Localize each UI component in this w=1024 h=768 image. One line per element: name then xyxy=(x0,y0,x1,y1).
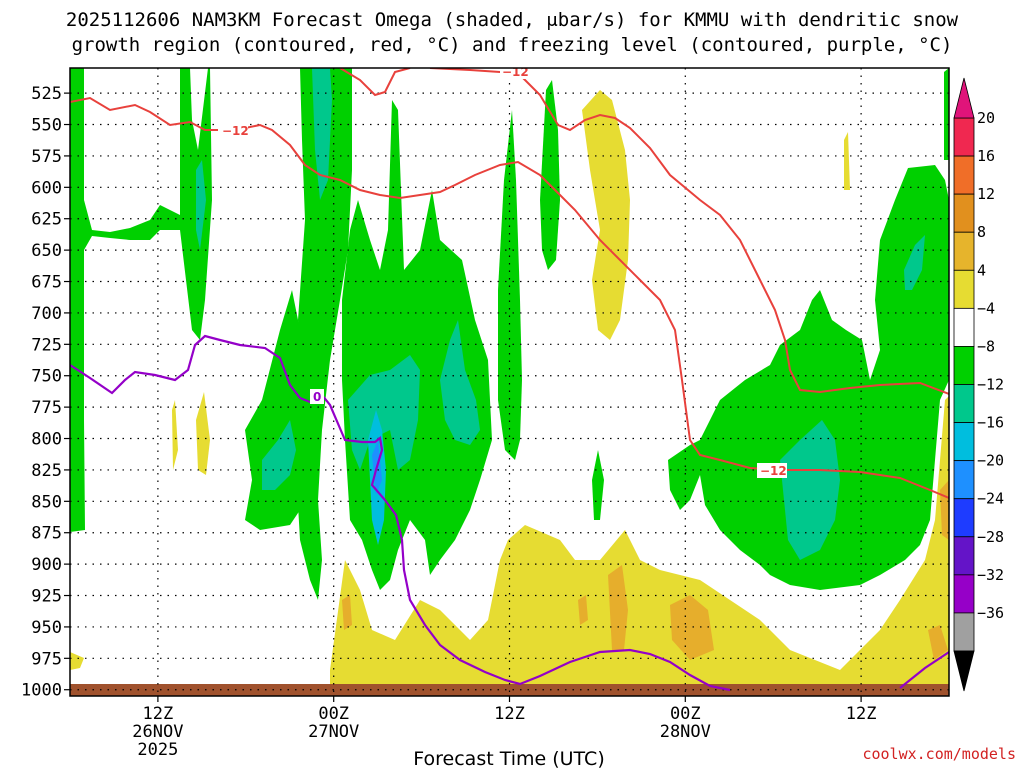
y-tick-label: 675 xyxy=(31,273,62,293)
chart-title-line1: 2025112606 NAM3KM Forecast Omega (shaded… xyxy=(66,9,959,31)
y-tick-label: 700 xyxy=(31,304,62,324)
colorbar-label: −32 xyxy=(977,566,1004,584)
contour-labels: −12 −12 −12 0 xyxy=(218,65,787,478)
x-tick-label3: 2025 xyxy=(137,740,178,760)
colorbar-bin xyxy=(953,574,975,614)
snow-contour-label-b: −12 xyxy=(502,65,529,79)
colorbar-bin xyxy=(953,536,975,576)
y-tick-label: 925 xyxy=(31,587,62,607)
x-tick-label1: 12Z xyxy=(143,704,174,724)
y-tick-label: 975 xyxy=(31,649,62,669)
y-tick-label: 575 xyxy=(31,147,62,167)
colorbar-bin xyxy=(953,155,975,195)
y-tick-label: 900 xyxy=(31,555,62,575)
omega-gold-regions xyxy=(342,480,949,660)
colorbar-label: −8 xyxy=(977,337,995,355)
colorbar-bin xyxy=(953,498,975,538)
y-tick-label: 800 xyxy=(31,430,62,450)
colorbar-top-arrow xyxy=(953,77,975,119)
x-tick-label1: 00Z xyxy=(318,704,349,724)
x-tick-label2: 27NOV xyxy=(308,722,359,742)
colorbar-bin xyxy=(953,193,975,233)
snow-contour-label-a: −12 xyxy=(222,124,249,138)
colorbar-bin xyxy=(953,384,975,423)
x-tick-label2: 28NOV xyxy=(660,722,711,742)
y-tick-label: 650 xyxy=(31,241,62,261)
y-tick-label: 525 xyxy=(31,84,62,104)
y-tick-label: 1000 xyxy=(21,681,62,701)
y-tick-label: 600 xyxy=(31,178,62,198)
y-tick-label: 750 xyxy=(31,367,62,387)
freezing-level-contour xyxy=(70,334,949,692)
freezing-contour-label: 0 xyxy=(313,390,321,404)
snow-growth-contours xyxy=(70,68,949,499)
y-tick-label: 850 xyxy=(31,492,62,512)
colorbar-label: −20 xyxy=(977,452,1004,470)
y-tick-label: 825 xyxy=(31,461,62,481)
x-tick-label1: 00Z xyxy=(670,704,701,724)
colorbar-bin xyxy=(953,612,975,652)
x-tick-label1: 12Z xyxy=(846,704,877,724)
y-tick-label: 875 xyxy=(31,524,62,544)
colorbar-bin xyxy=(953,422,975,462)
colorbar-label: 4 xyxy=(977,261,986,279)
credit-text: coolwx.com/models xyxy=(862,745,1016,763)
y-tick-label: 950 xyxy=(31,618,62,638)
snow-contour-label-c: −12 xyxy=(760,464,787,478)
colorbar-bin xyxy=(953,346,975,385)
colorbar-label: 8 xyxy=(977,223,986,241)
colorbar-label: 16 xyxy=(977,147,995,165)
colorbar-label: −4 xyxy=(977,299,995,317)
colorbar-label: −36 xyxy=(977,604,1004,622)
colorbar-bin xyxy=(953,307,975,347)
colorbar-label: −24 xyxy=(977,490,1004,508)
x-tick-label2: 26NOV xyxy=(132,722,183,742)
colorbar-bin xyxy=(953,269,975,309)
colorbar-label: 12 xyxy=(977,185,995,203)
y-tick-label: 625 xyxy=(31,210,62,230)
y-axis: 525 550 575 600 625 650 675 700 725 750 775 800 825 8… xyxy=(21,84,70,701)
y-tick-label: 775 xyxy=(31,398,62,418)
colorbar-label: −16 xyxy=(977,414,1004,432)
ground-strip xyxy=(70,684,949,696)
y-tick-label: 725 xyxy=(31,335,62,355)
x-axis-label: Forecast Time (UTC) xyxy=(413,748,604,768)
x-tick-label1: 12Z xyxy=(494,704,525,724)
colorbar-bin xyxy=(953,117,975,157)
plot-area: −12 −12 −12 0 xyxy=(70,65,949,696)
colorbar-bottom-arrow xyxy=(953,650,975,692)
colorbar-label: −28 xyxy=(977,528,1004,546)
colorbar: 20 16 12 8 4 −4 −8 −12 −16 −20 −24 −28 −32 −36 xyxy=(953,77,1004,692)
colorbar-label: −12 xyxy=(977,376,1004,394)
y-tick-label: 550 xyxy=(31,116,62,136)
colorbar-label: 20 xyxy=(977,109,995,127)
chart-title-line2: growth region (contoured, red, °C) and f… xyxy=(72,34,953,56)
colorbar-bin xyxy=(953,231,975,271)
colorbar-bin xyxy=(953,460,975,500)
omega-positive-regions xyxy=(70,90,949,690)
